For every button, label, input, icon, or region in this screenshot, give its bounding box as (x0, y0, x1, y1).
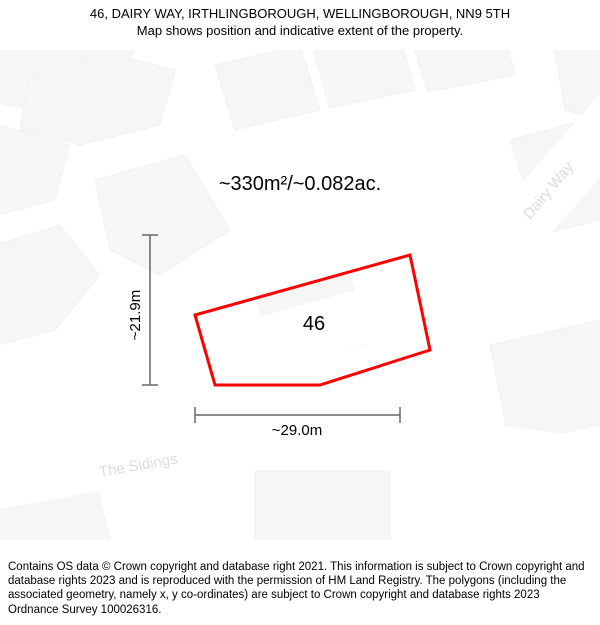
header: 46, DAIRY WAY, IRTHLINGBOROUGH, WELLINGB… (0, 0, 600, 38)
footer-copyright: Contains OS data © Crown copyright and d… (0, 556, 600, 625)
map-svg: The Sidings Dairy Way 46 ~330m²/~0.082ac… (0, 50, 600, 540)
building-shape (0, 225, 100, 350)
page-title: 46, DAIRY WAY, IRTHLINGBOROUGH, WELLINGB… (8, 6, 592, 21)
building-shape (310, 50, 415, 108)
page-container: 46, DAIRY WAY, IRTHLINGBOROUGH, WELLINGB… (0, 0, 600, 625)
building-shape (215, 50, 320, 130)
map-area: The Sidings Dairy Way 46 ~330m²/~0.082ac… (0, 50, 600, 540)
building-shape (95, 155, 230, 275)
area-label: ~330m²/~0.082ac. (219, 173, 381, 195)
plot-number-label: 46 (303, 313, 325, 335)
dimension-height-label: ~21.9m (127, 290, 144, 340)
building-shape (405, 50, 515, 92)
dimension-width-label: ~29.0m (272, 422, 322, 439)
page-subtitle: Map shows position and indicative extent… (8, 23, 592, 38)
building-shape (255, 465, 390, 540)
